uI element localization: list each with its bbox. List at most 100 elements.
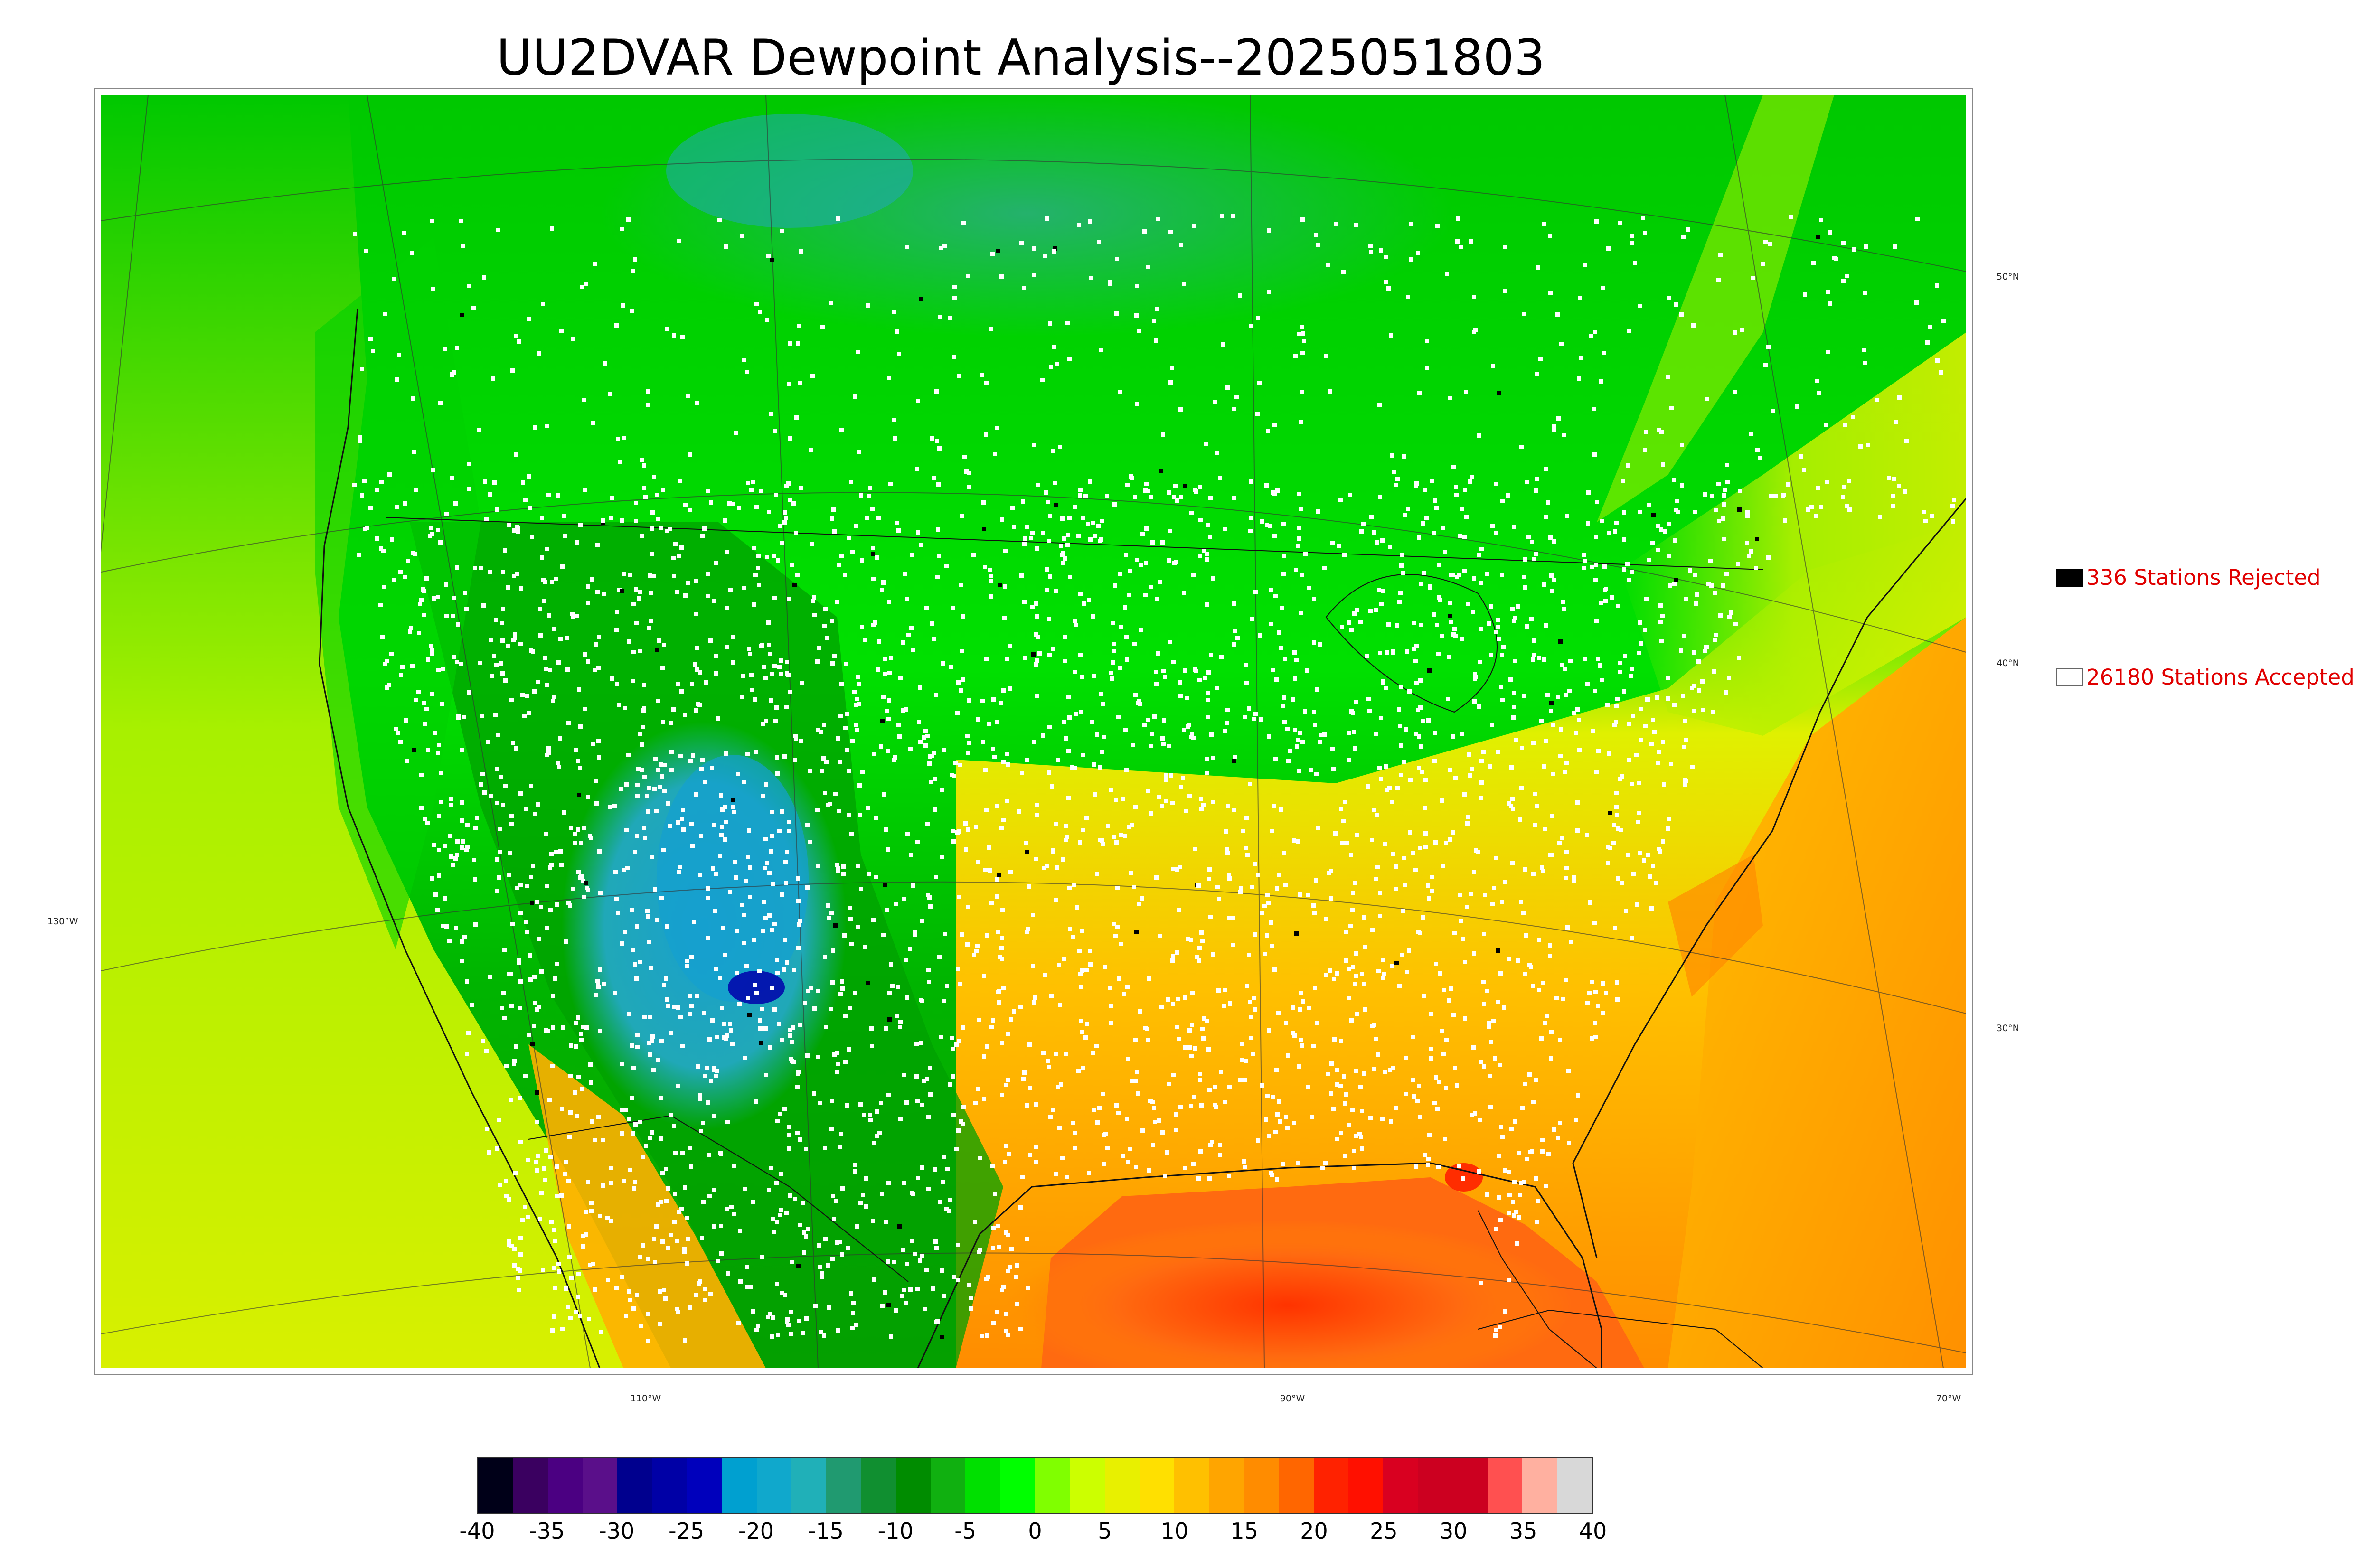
accepted-station-marker [669, 750, 674, 754]
accepted-station-marker [918, 1258, 922, 1263]
accepted-station-marker [956, 1128, 961, 1133]
accepted-station-marker [1463, 960, 1467, 964]
accepted-station-marker [778, 524, 782, 528]
accepted-station-marker [525, 884, 529, 888]
accepted-station-marker [1316, 826, 1320, 830]
accepted-station-marker [1158, 580, 1162, 584]
accepted-station-marker [363, 527, 367, 531]
accepted-station-marker [1576, 1093, 1580, 1098]
accepted-station-marker [385, 685, 389, 690]
accepted-station-marker [516, 529, 520, 534]
accepted-station-marker [786, 481, 791, 486]
accepted-station-marker [626, 753, 631, 757]
accepted-station-marker [685, 1261, 689, 1266]
accepted-station-marker [451, 614, 455, 618]
accepted-station-marker [1402, 454, 1406, 459]
accepted-station-marker [1035, 803, 1039, 807]
accepted-station-marker [1841, 279, 1846, 283]
accepted-station-marker [1543, 1021, 1547, 1025]
accepted-station-marker [1667, 296, 1671, 300]
accepted-station-marker [1277, 1099, 1281, 1104]
accepted-station-marker [1661, 839, 1665, 844]
accepted-station-marker [784, 881, 788, 885]
accepted-station-marker [1277, 630, 1281, 635]
accepted-station-marker [938, 315, 942, 319]
accepted-station-marker [524, 920, 528, 924]
accepted-station-marker [524, 807, 528, 811]
rejected-station-marker [1232, 759, 1236, 763]
accepted-station-marker [1297, 526, 1301, 530]
accepted-station-marker [473, 922, 478, 927]
accepted-station-marker [1114, 1103, 1119, 1108]
accepted-station-marker [1081, 1066, 1085, 1070]
accepted-station-marker [1489, 1040, 1493, 1044]
accepted-station-marker [1147, 1168, 1151, 1173]
us-mexico-border [528, 1115, 909, 1282]
accepted-station-marker [590, 1119, 594, 1124]
accepted-station-marker [464, 607, 469, 611]
accepted-station-marker [1316, 509, 1320, 514]
accepted-station-marker [980, 699, 985, 703]
canada-dry-area-2 [666, 114, 913, 228]
accepted-station-marker [1426, 718, 1431, 723]
accepted-station-marker [759, 489, 763, 493]
accepted-station-marker [961, 1105, 966, 1109]
accepted-station-marker [1150, 540, 1155, 545]
accepted-station-marker [1614, 791, 1619, 795]
rejected-station-marker [530, 901, 534, 905]
accepted-station-marker [1065, 321, 1070, 325]
accepted-station-marker [743, 1056, 747, 1060]
accepted-station-marker [1067, 357, 1072, 361]
accepted-station-marker [1260, 1083, 1264, 1088]
accepted-station-marker [1612, 823, 1616, 827]
accepted-station-marker [1479, 1060, 1483, 1064]
accepted-station-marker [462, 715, 466, 719]
accepted-station-marker [771, 1315, 775, 1320]
accepted-station-marker [1721, 583, 1725, 588]
accepted-station-marker [1144, 526, 1149, 531]
accepted-station-marker [782, 967, 786, 972]
accepted-station-marker [1531, 1100, 1536, 1104]
accepted-station-marker [835, 1240, 839, 1245]
accepted-station-marker [1123, 834, 1127, 838]
accepted-station-marker [1140, 532, 1145, 536]
accepted-station-marker [1208, 1143, 1213, 1147]
accepted-station-marker [1656, 548, 1660, 552]
accepted-station-marker [1349, 1018, 1354, 1023]
accepted-station-marker [1312, 710, 1316, 714]
accepted-station-marker [1819, 505, 1823, 509]
accepted-station-marker [940, 788, 944, 792]
accepted-station-marker [1417, 391, 1422, 395]
accepted-station-marker [1382, 972, 1386, 976]
accepted-station-marker [392, 277, 396, 281]
accepted-station-marker [518, 883, 523, 887]
accepted-station-marker [691, 753, 695, 758]
accepted-station-marker [526, 1215, 530, 1219]
lon-line-70w [1724, 95, 1944, 1368]
accepted-station-marker [659, 762, 663, 767]
accepted-station-marker [1000, 957, 1004, 961]
accepted-station-marker [1199, 797, 1203, 801]
accepted-station-marker [1434, 506, 1439, 510]
accepted-station-marker [1066, 796, 1071, 800]
accepted-station-marker [1065, 1175, 1069, 1179]
accepted-station-marker [1031, 964, 1035, 968]
accepted-station-marker [696, 1064, 700, 1069]
accepted-station-marker [1903, 489, 1907, 494]
accepted-station-marker [1298, 1007, 1302, 1012]
accepted-station-marker [1209, 653, 1213, 657]
accepted-station-marker [712, 1224, 716, 1229]
accepted-station-marker [1225, 721, 1229, 725]
accepted-station-marker [395, 505, 399, 509]
accepted-station-marker [991, 1226, 996, 1230]
accepted-station-marker [915, 467, 919, 471]
accepted-station-marker [1347, 967, 1351, 971]
accepted-station-marker [1668, 583, 1672, 588]
accepted-station-marker [519, 586, 523, 591]
accepted-station-marker [835, 1051, 839, 1055]
accepted-station-marker [823, 1237, 828, 1241]
accepted-station-marker [1050, 784, 1054, 789]
accepted-station-marker [1449, 573, 1453, 577]
accepted-station-marker [542, 1166, 546, 1171]
accepted-station-marker [952, 296, 957, 300]
